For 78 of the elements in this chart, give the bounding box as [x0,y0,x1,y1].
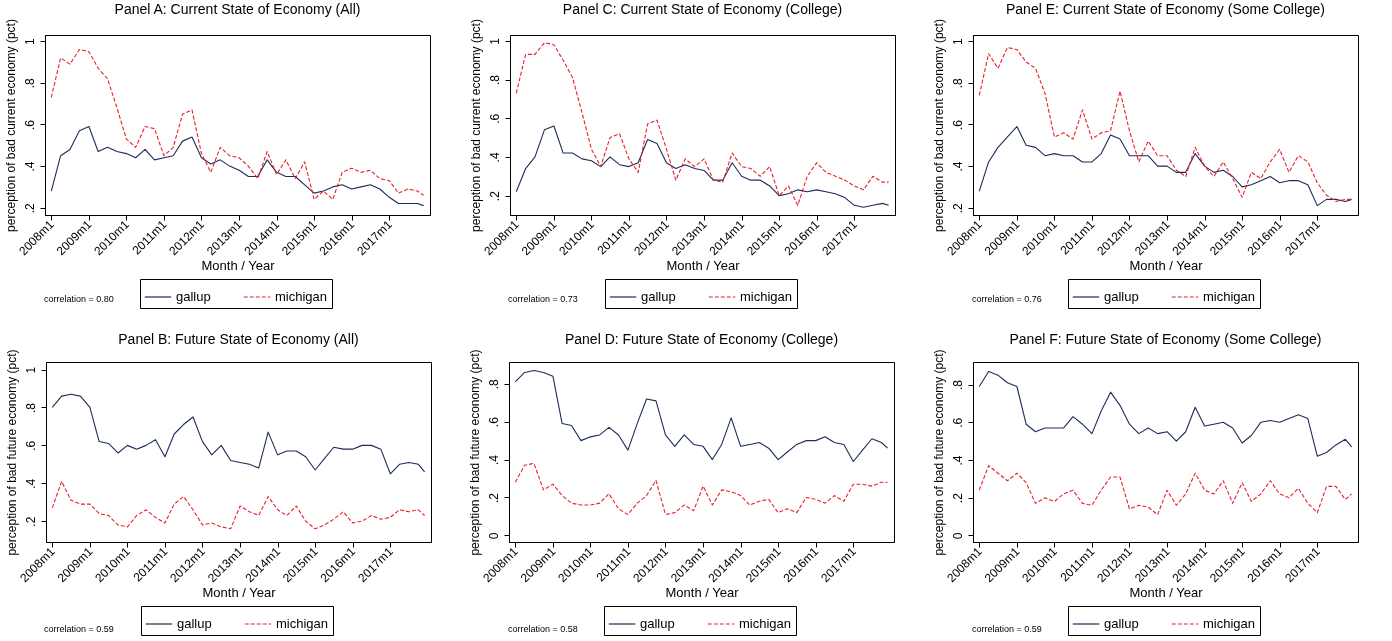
text: correlation = 0.59 [44,624,114,634]
y-axis-title: perception of bad future economy (pct) [467,349,482,556]
x-axis-title: Month / Year [201,258,276,274]
line-series [978,46,1353,203]
y-tick-label: 0 [486,532,501,540]
text: correlation = 0.58 [508,624,578,634]
chart-title: Panel C: Current State of Economy (College) [562,0,843,17]
legend-label: michigan [276,616,329,631]
y-tick-label: .6 [22,119,37,130]
text: correlation = 0.73 [508,294,578,304]
line-series [51,393,426,475]
y-tick-label: .4 [486,454,501,466]
y-axis-title: perception of bad future economy (pct) [4,349,19,556]
line-series [978,370,1353,457]
x-axis-title: Month / Year [665,585,740,601]
y-tick-label: .4 [22,161,37,172]
chart-title: Panel F: Future State of Economy (Some College) [1009,330,1322,347]
y-axis-title: perception of bad future economy (pct) [931,349,946,556]
y-tick-label: .6 [950,417,965,428]
y-tick-label: .8 [486,378,501,390]
y-tick-label: .8 [22,78,37,89]
y-tick-label: .6 [486,416,501,428]
y-tick-label: .8 [950,379,965,391]
text: correlation = 0.76 [972,294,1042,304]
y-tick-label: .4 [487,152,502,163]
y-axis-title: perception of bad current economy (pct) [468,19,483,232]
x-axis-title: Month / Year [1129,585,1204,601]
legend-label: michigan [1203,289,1256,304]
legend-label: gallup [1104,616,1139,631]
line-series [515,125,890,208]
y-tick-label: .4 [23,478,38,489]
text: correlation = 0.80 [44,294,114,304]
legend-label: michigan [739,616,792,631]
line-series [50,126,425,207]
y-tick-label: .6 [23,440,38,451]
y-tick-label: .8 [950,78,965,89]
line-series [50,49,425,200]
y-tick-label: .2 [486,492,501,503]
x-axis-title: Month / Year [666,258,741,274]
y-tick-label: .4 [950,161,965,172]
y-tick-label: .2 [950,492,965,504]
y-tick-label: 1 [487,37,502,45]
y-tick-label: 1 [22,38,37,46]
line-series [51,480,426,530]
x-axis-title: Month / Year [202,585,277,601]
chart-title: Panel A: Current State of Economy (All) [114,0,361,17]
y-tick-label: 1 [23,366,38,374]
y-tick-label: .4 [950,455,965,466]
y-tick-label: .2 [23,516,38,527]
legend-label: gallup [641,289,676,304]
line-series [514,369,889,463]
y-tick-label: .8 [23,402,38,413]
legend-label: gallup [176,289,211,304]
chart-title: Panel D: Future State of Economy (College) [564,330,839,347]
chart-title: Panel E: Current State of Economy (Some College) [1005,0,1326,17]
y-axis-title: perception of bad current economy (pct) [931,19,946,232]
legend-label: michigan [1203,616,1256,631]
y-tick-label: .6 [487,113,502,124]
x-axis-title: Month / Year [1129,258,1204,274]
line-series [978,126,1353,207]
chart-title: Panel B: Future State of Economy (All) [118,330,359,347]
legend-label: michigan [740,289,793,304]
y-tick-label: .2 [950,202,965,214]
legend-label: gallup [1104,289,1139,304]
legend-label: gallup [640,616,675,631]
y-tick-label: .2 [487,190,502,202]
y-tick-label: 1 [950,38,965,46]
y-tick-label: .8 [487,74,502,86]
line-series [514,462,889,516]
line-series [515,42,890,206]
y-tick-label: .2 [22,202,37,214]
text: correlation = 0.59 [972,624,1042,634]
legend-label: gallup [177,616,212,631]
y-axis-title: perception of bad current economy (pct) [3,19,18,232]
line-series [978,465,1353,516]
y-tick-label: .6 [950,119,965,130]
legend-label: michigan [275,289,328,304]
y-tick-label: 0 [950,532,965,540]
